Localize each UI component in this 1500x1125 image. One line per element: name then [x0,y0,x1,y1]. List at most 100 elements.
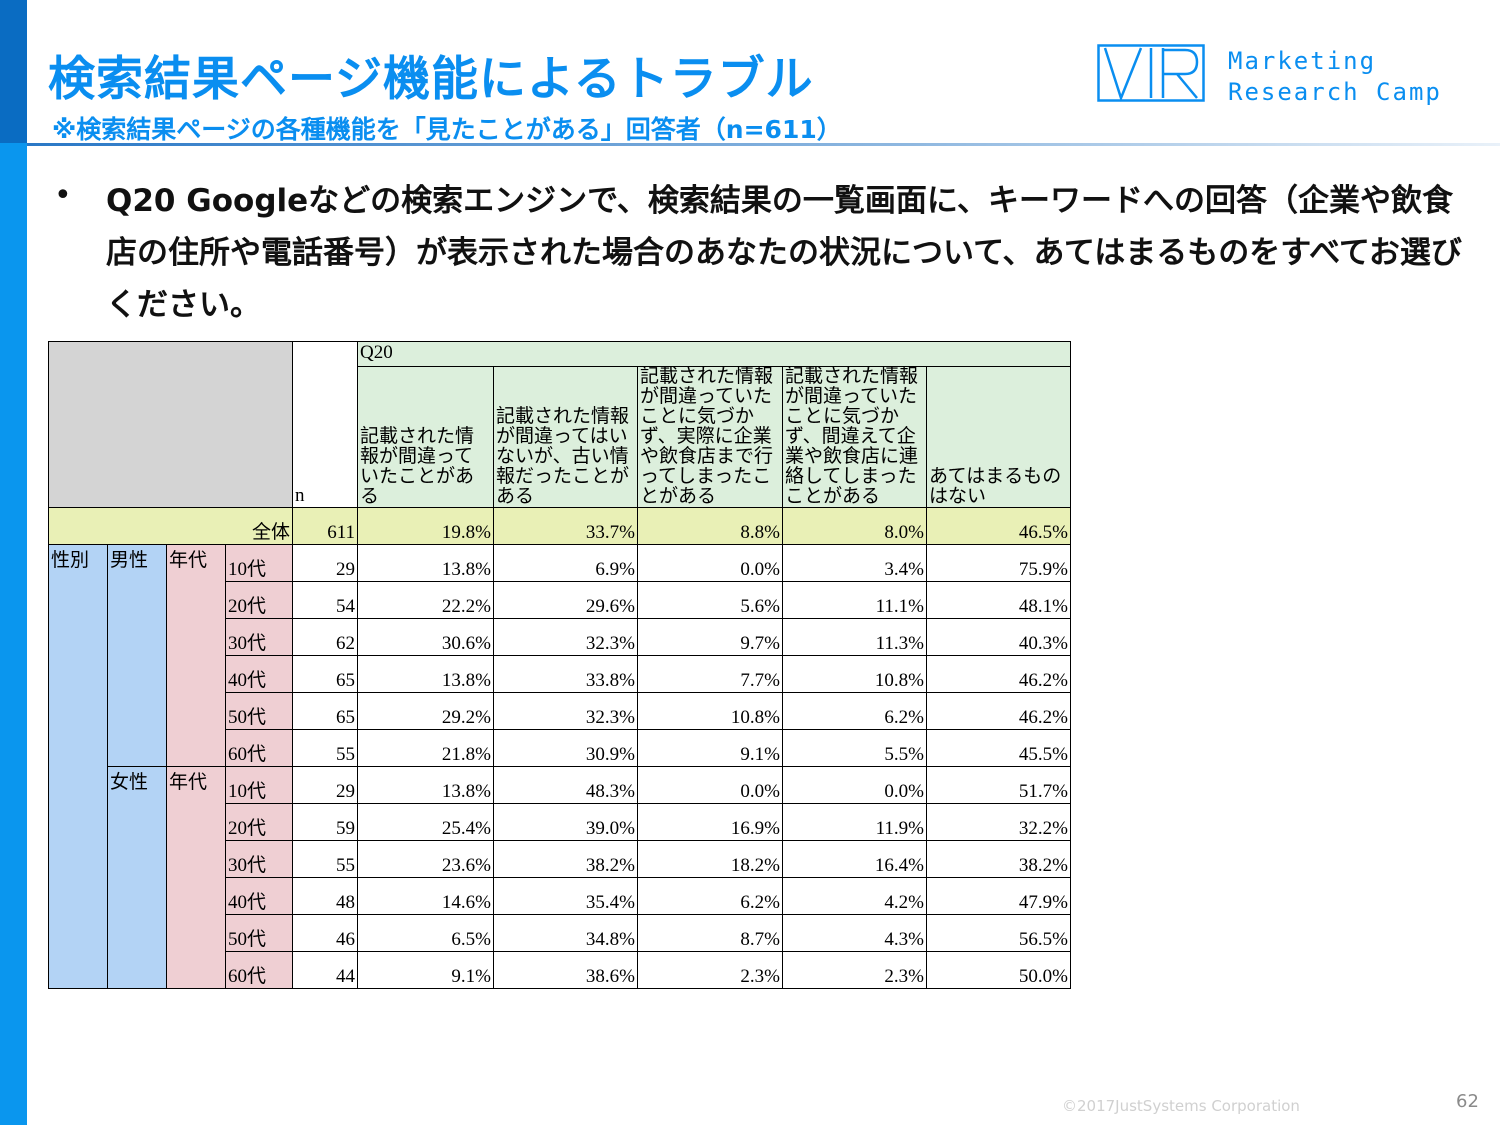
n-value: 55 [292,729,358,767]
cell-value: 7.7% [637,655,783,693]
cell-value: 18.2% [637,840,783,878]
cell-value: 4.2% [782,877,927,915]
cell-value: 5.5% [782,729,927,767]
age-label: 60代 [225,951,293,989]
age-label: 20代 [225,581,293,619]
logo-line-1: Marketing [1228,47,1377,75]
left-accent-bar-top [0,0,27,143]
age-label: 60代 [225,729,293,767]
cell-value: 13.8% [357,766,494,804]
cell-value: 32.3% [493,618,638,656]
cell-value: 56.5% [926,914,1071,952]
n-value: 59 [292,803,358,841]
left-accent-bar [0,0,27,1125]
results-table: n Q20 記載された情報が間違っていたことがある 記載された情報が間違ってはい… [48,341,1071,989]
cell-value: 21.8% [357,729,494,767]
cell-value: 33.8% [493,655,638,693]
cell-value: 38.2% [493,840,638,878]
column-header: 記載された情報が間違っていたことに気づかず、実際に企業や飲食店まで行ってしまった… [637,366,783,508]
cell-value: 35.4% [493,877,638,915]
cell-value: 32.2% [926,803,1071,841]
n-value: 62 [292,618,358,656]
age-label: 40代 [225,877,293,915]
n-value: 65 [292,655,358,693]
copyright: ©2017JustSystems Corporation [1062,1097,1300,1115]
bullet-icon: • [54,178,72,213]
n-value: 48 [292,877,358,915]
cell-value: 22.2% [357,581,494,619]
table-row: 60代 55 21.8% 30.9% 9.1% 5.5% 45.5% [49,729,1071,767]
cell-value: 46.2% [926,692,1071,730]
table-row: 性別 男性 年代 10代 29 13.8% 6.9% 0.0% 3.4% 75.… [48,544,1071,989]
cell-value: 32.3% [493,692,638,730]
logo-wordmark: Marketing Research Camp [1228,46,1442,108]
page-number: 62 [1456,1091,1479,1112]
n-value: 65 [292,692,358,730]
age-label: 10代 [225,544,293,582]
total-label: 全体 [48,507,293,545]
cell-value: 16.4% [782,840,927,878]
table-row: 30代 55 23.6% 38.2% 18.2% 16.4% 38.2% [49,840,1071,878]
age-label: 20代 [225,803,293,841]
table-row: 40代 48 14.6% 35.4% 6.2% 4.2% 47.9% [49,877,1071,915]
age-label: 50代 [225,692,293,730]
header-n: n [292,341,358,508]
question-text: Q20 Googleなどの検索エンジンで、検索結果の一覧画面に、キーワードへの回… [106,183,1462,323]
cell-value: 75.9% [926,544,1071,582]
cell-value: 30.9% [493,729,638,767]
age-label: 30代 [225,840,293,878]
cell-value: 29.6% [493,581,638,619]
cell-value: 0.0% [782,766,927,804]
table-row-total: 全体 611 19.8% 33.7% 8.8% 8.0% 46.5% [48,507,1071,545]
age-label: 30代 [225,618,293,656]
cell-value: 25.4% [357,803,494,841]
cell-value: 47.9% [926,877,1071,915]
column-header: 記載された情報が間違っていたことに気づかず、間違えて企業や飲食店に連絡してしまっ… [782,366,927,508]
cell-value: 6.2% [637,877,783,915]
cell-value: 2.3% [782,951,927,989]
age-group-label: 年代 [166,544,226,767]
cell-value: 11.3% [782,618,927,656]
cell-value: 5.6% [637,581,783,619]
page-subtitle: ※検索結果ページの各種機能を「見たことがある」回答者（n=611） [52,115,842,144]
n-value: 29 [292,766,358,804]
cell-value: 51.7% [926,766,1071,804]
header-q20: Q20 [357,341,1071,367]
cell-value: 48.1% [926,581,1071,619]
gender-group-label: 性別 [48,544,108,989]
total-value: 8.8% [637,507,783,545]
cell-value: 6.2% [782,692,927,730]
cell-value: 2.3% [637,951,783,989]
cell-value: 6.5% [357,914,494,952]
cell-value: 13.8% [357,655,494,693]
column-header: あてはまるものはない [926,366,1071,508]
title-divider [27,143,1500,146]
cell-value: 45.5% [926,729,1071,767]
cell-value: 30.6% [357,618,494,656]
total-n: 611 [292,507,358,545]
female-label: 女性 [107,766,167,989]
table-row: 20代 59 25.4% 39.0% 16.9% 11.9% 32.2% [49,803,1071,841]
cell-value: 9.7% [637,618,783,656]
cell-value: 9.1% [357,951,494,989]
cell-value: 48.3% [493,766,638,804]
table-row: 50代 65 29.2% 32.3% 10.8% 6.2% 46.2% [49,692,1071,730]
cell-value: 38.2% [926,840,1071,878]
cell-value: 11.1% [782,581,927,619]
n-value: 46 [292,914,358,952]
cell-value: 4.3% [782,914,927,952]
n-value: 44 [292,951,358,989]
n-value: 29 [292,544,358,582]
cell-value: 50.0% [926,951,1071,989]
cell-value: 23.6% [357,840,494,878]
table-row: 60代 44 9.1% 38.6% 2.3% 2.3% 50.0% [49,951,1071,989]
cell-value: 40.3% [926,618,1071,656]
age-label: 10代 [225,766,293,804]
cell-value: 29.2% [357,692,494,730]
male-label: 男性 [107,544,167,767]
cell-value: 34.8% [493,914,638,952]
total-value: 19.8% [357,507,494,545]
age-label: 40代 [225,655,293,693]
cell-value: 11.9% [782,803,927,841]
table-row: 40代 65 13.8% 33.8% 7.7% 10.8% 46.2% [49,655,1071,693]
